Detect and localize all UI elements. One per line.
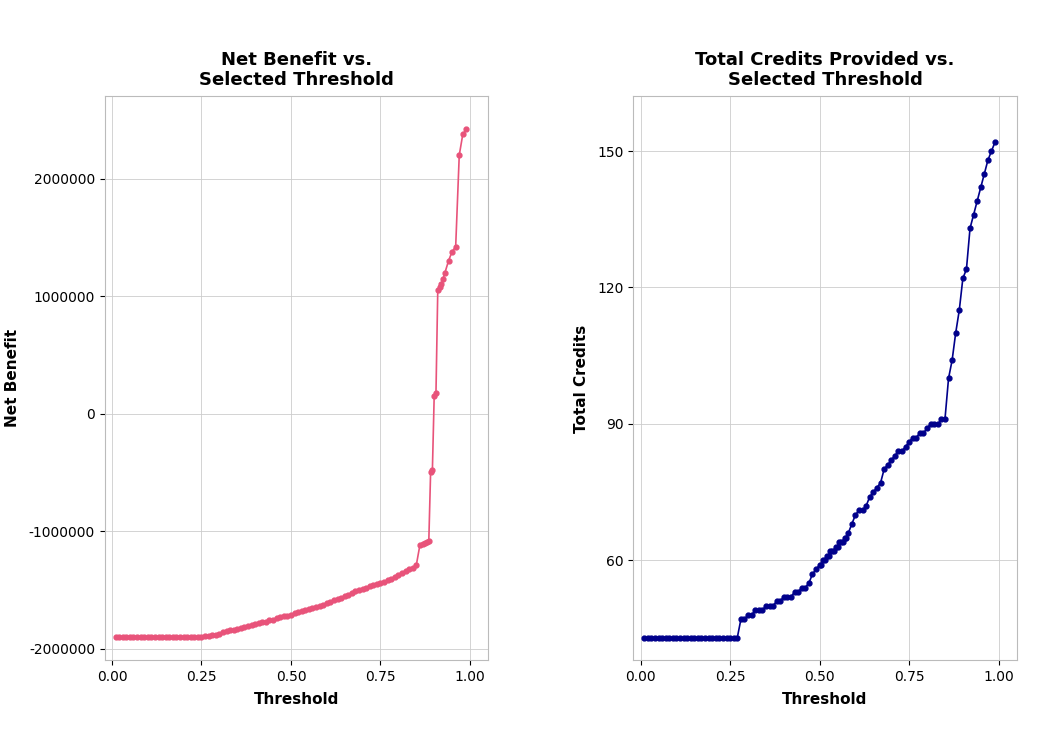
Y-axis label: Net Benefit: Net Benefit: [5, 329, 21, 427]
X-axis label: Threshold: Threshold: [782, 692, 868, 707]
X-axis label: Threshold: Threshold: [254, 692, 340, 707]
Y-axis label: Total Credits: Total Credits: [574, 324, 589, 433]
Title: Total Credits Provided vs.
Selected Threshold: Total Credits Provided vs. Selected Thre…: [695, 50, 955, 89]
Title: Net Benefit vs.
Selected Threshold: Net Benefit vs. Selected Threshold: [199, 50, 394, 89]
